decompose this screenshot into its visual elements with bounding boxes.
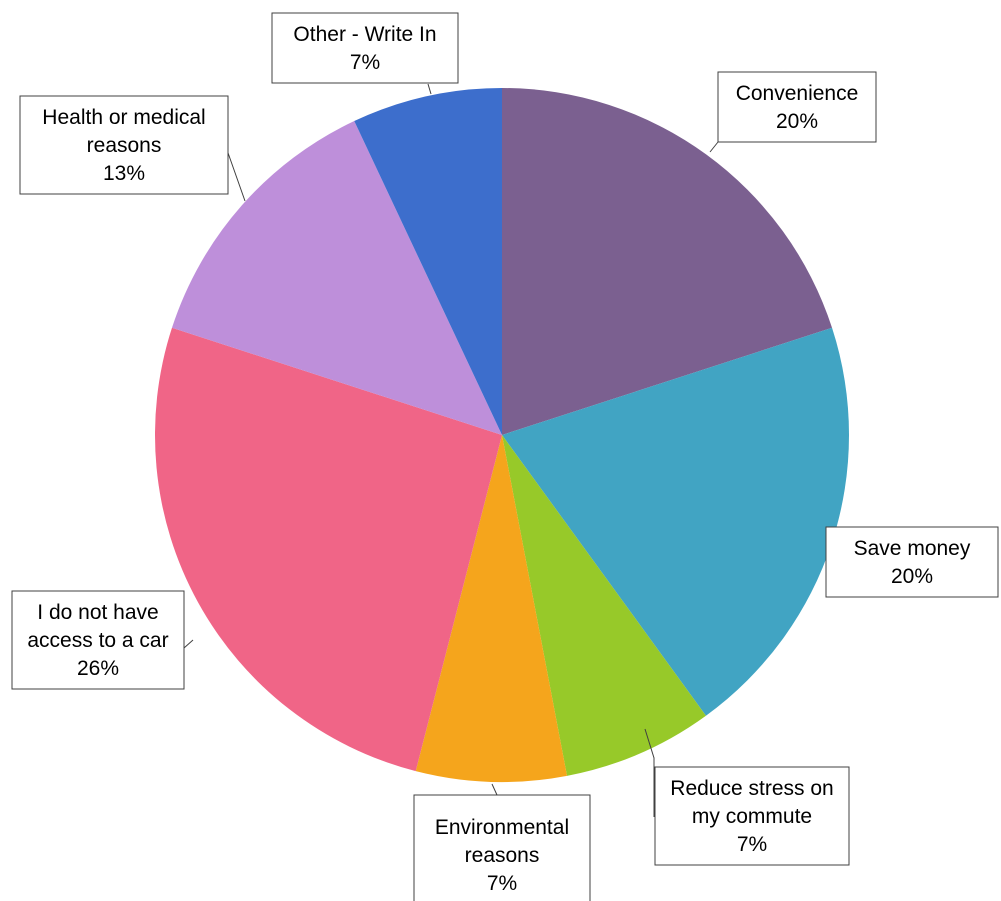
data-label-category: my commute: [692, 805, 812, 828]
data-label-category: Reduce stress on: [670, 777, 833, 800]
pie-slice-other-write-in: [354, 88, 502, 435]
data-label-value: 20%: [776, 110, 818, 133]
data-label-value: 13%: [103, 162, 145, 185]
leader-line: [183, 639, 194, 649]
pie-slice-health-or-medical-reasons: [171, 121, 503, 435]
data-label-value: 26%: [77, 657, 119, 680]
data-label-value: 7%: [350, 51, 380, 74]
pie-slice-convenience: [502, 88, 833, 435]
data-label-value: 7%: [487, 872, 517, 895]
data-label-reduce-stress-on-my-commute: Reduce stress on my commute 7%: [644, 728, 850, 866]
data-label-category: I do not have: [37, 601, 158, 624]
callout-box: [413, 794, 591, 901]
pie-slice-i-do-not-have-access-to-a-car: [154, 327, 503, 772]
leader-line: [644, 728, 655, 817]
data-label-save-money: Save money 20%: [825, 526, 999, 598]
pie-slices: [154, 88, 850, 782]
callout-box: [11, 590, 185, 690]
leader-line: [709, 141, 719, 153]
pie-slice-environmental-reasons: [415, 435, 568, 782]
pie-slice-save-money: [502, 327, 850, 716]
data-label-value: 20%: [891, 565, 933, 588]
data-label-convenience: Convenience 20%: [709, 71, 877, 153]
callout-box: [825, 526, 999, 598]
data-label-i-do-not-have-access-to-a-car: I do not have access to a car 26%: [11, 590, 194, 690]
data-label-category: Save money: [854, 537, 971, 560]
data-label-category: access to a car: [27, 629, 168, 652]
pie-slice-reduce-stress-on-my-commute: [502, 435, 706, 776]
leader-line: [491, 783, 498, 796]
data-label-value: 7%: [737, 833, 767, 856]
leader-line: [226, 149, 246, 202]
callout-box: [19, 95, 229, 195]
data-label-category: Environmental: [435, 816, 569, 839]
data-label-callouts: Convenience 20% Save money 20% Reduce stress…: [11, 12, 999, 901]
data-label-category: Other - Write In: [293, 23, 436, 46]
data-label-health-or-medical-reasons: Health or medical reasons 13%: [19, 95, 246, 202]
data-label-category: Convenience: [736, 82, 859, 105]
data-label-category: reasons: [465, 844, 540, 867]
callout-box: [717, 71, 877, 143]
data-label-other-write-in: Other - Write In 7%: [271, 12, 459, 95]
data-label-category: Health or medical: [42, 106, 205, 129]
leader-line: [427, 83, 432, 95]
callout-box: [271, 12, 459, 84]
callout-box: [654, 766, 850, 866]
data-label-environmental-reasons: Environmental reasons 7%: [413, 783, 591, 901]
data-label-category: reasons: [87, 134, 162, 157]
